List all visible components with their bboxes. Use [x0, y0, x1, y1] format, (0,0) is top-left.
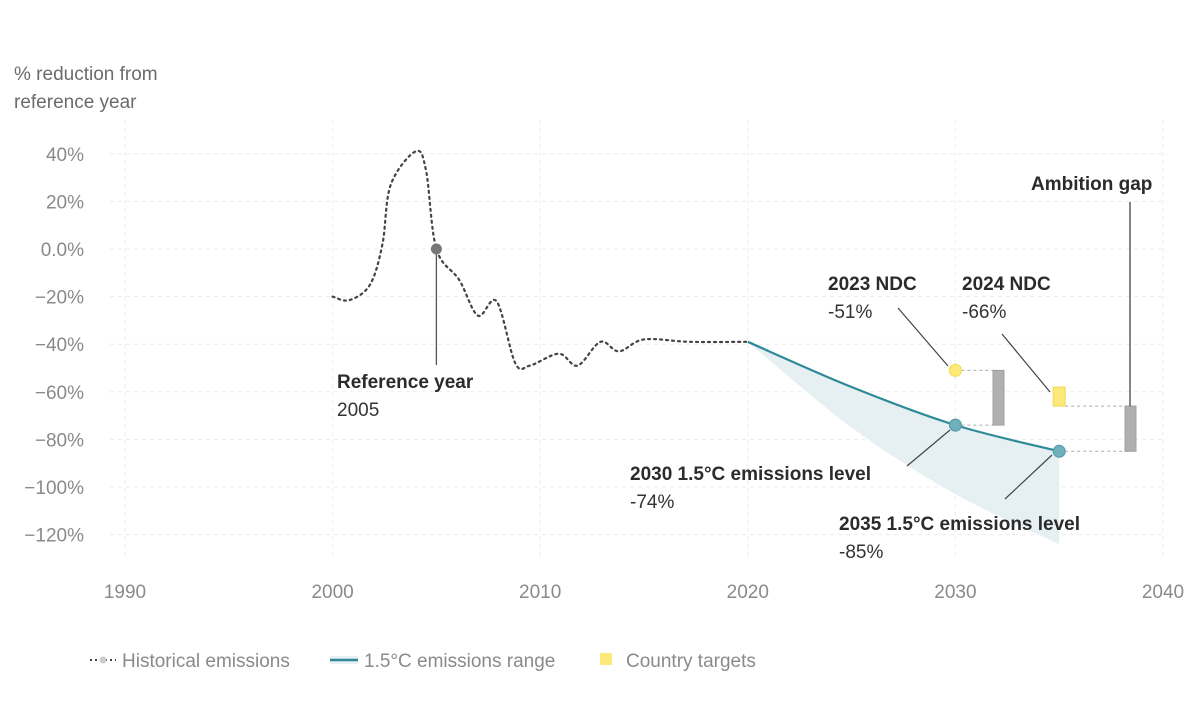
ambition-gap-bar: [1124, 405, 1137, 452]
legend-item-pathway[interactable]: 1.5°C emissions range: [330, 651, 555, 672]
ndc2023-title: 2023 NDC: [828, 274, 917, 295]
ndc2023-leader: [897, 307, 949, 367]
legend-historical-label: Historical emissions: [122, 651, 290, 672]
legend-item-targets[interactable]: Country targets: [600, 651, 756, 672]
legend-targets-swatch: [600, 653, 612, 665]
level2030-title: 2030 1.5°C emissions level: [630, 464, 871, 485]
ambition-gap-title: Ambition gap: [1031, 174, 1152, 195]
y-tick-label: 20%: [46, 192, 84, 213]
level2030-leader: [906, 429, 951, 467]
x-ticks: 1990 2000 2010 2020 2030 2040: [104, 582, 1184, 603]
grid: [110, 120, 1165, 560]
y-tick-label: −40%: [35, 335, 84, 356]
level-2035-point: [1052, 444, 1066, 458]
ndc2024-leader: [1001, 333, 1051, 393]
level2035-title: 2035 1.5°C emissions level: [839, 514, 1080, 535]
y-tick-label: 40%: [46, 145, 84, 166]
ndc2023-value: -51%: [828, 302, 872, 323]
y-tick-label: −120%: [24, 526, 84, 547]
legend: Historical emissions 1.5°C emissions ran…: [90, 651, 756, 672]
reference-year-value: 2005: [337, 400, 379, 421]
marks: [430, 202, 1137, 500]
ambition-gap-bar: [992, 369, 1005, 426]
x-tick-label: 2040: [1142, 582, 1184, 603]
level2030-value: -74%: [630, 492, 674, 513]
y-tick-label: −60%: [35, 383, 84, 404]
x-tick-label: 2020: [727, 582, 769, 603]
target-2023-ndc: [948, 363, 962, 377]
target-2024-ndc: [1052, 386, 1066, 407]
y-tick-label: −80%: [35, 430, 84, 451]
level-2030-point: [948, 418, 962, 432]
legend-pathway-label: 1.5°C emissions range: [364, 651, 555, 672]
pathway-line: [747, 340, 1060, 453]
reference-year-title: Reference year: [337, 372, 474, 393]
x-tick-label: 2000: [311, 582, 353, 603]
pathway-range-band: [747, 341, 1060, 545]
ndc2024-title: 2024 NDC: [962, 274, 1051, 295]
level2035-value: -85%: [839, 542, 883, 563]
x-tick-label: 2030: [934, 582, 976, 603]
y-axis-label-line1: % reduction from: [14, 64, 158, 85]
legend-item-historical[interactable]: Historical emissions: [90, 651, 290, 672]
x-tick-label: 1990: [104, 582, 146, 603]
legend-historical-dot: [99, 656, 107, 664]
historical-emissions-line: [331, 149, 749, 371]
level2035-leader: [1004, 454, 1053, 500]
y-tick-label: −100%: [24, 478, 84, 499]
x-tick-label: 2010: [519, 582, 561, 603]
y-tick-label: −20%: [35, 288, 84, 309]
legend-targets-label: Country targets: [626, 651, 756, 672]
y-ticks: 40% 20% 0.0% −20% −40% −60% −80% −100% −120%: [24, 145, 84, 547]
y-tick-label: 0.0%: [41, 240, 84, 261]
ndc2024-value: -66%: [962, 302, 1006, 323]
reference-point: [430, 243, 442, 255]
y-axis-label-line2: reference year: [14, 92, 137, 113]
